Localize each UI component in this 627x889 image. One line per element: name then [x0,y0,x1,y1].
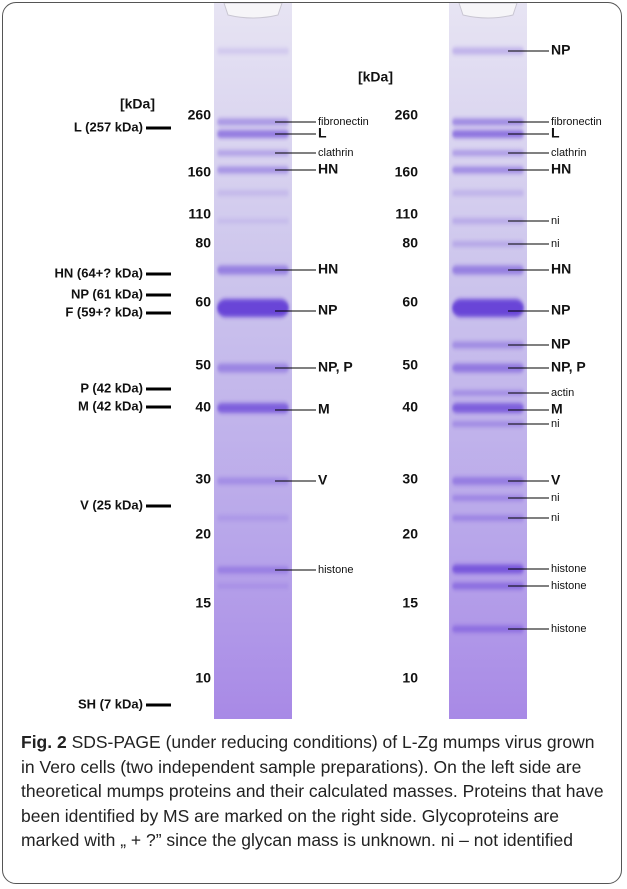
marker-label: 30 [195,471,211,487]
protein-label: SH (7 kDa) [78,696,143,711]
annotation-label: HN [551,261,571,277]
caption-label: Fig. 2 [21,732,67,752]
marker-label: 260 [188,107,212,123]
annotation-label: ni [551,492,560,504]
marker-label: 10 [402,670,418,686]
annotation-label: clathrin [318,147,353,159]
gel-band [217,403,289,413]
protein-label: HN (64+? kDa) [55,265,144,280]
annotation-label: M [551,401,563,417]
marker-label: 10 [195,670,211,686]
annotation-label: NP, P [318,359,353,375]
annotation-label: NP [551,302,570,318]
gel-lane [449,3,527,719]
marker-label: 60 [402,294,418,310]
gel-band [452,403,524,413]
marker-label: 20 [402,526,418,542]
marker-label: 40 [402,399,418,415]
protein-label: NP (61 kDa) [71,286,143,301]
gel-figure: [kDa] [kDa] 260 260 160 160 110 110 80 80 60 60 50… [3,3,622,723]
marker-label: 40 [195,399,211,415]
gel-band [217,190,289,196]
gel-band [217,219,289,224]
annotation-label: NP [318,302,337,318]
marker-label: 20 [195,526,211,542]
annotation-label: ni [551,238,560,250]
gel-band [452,190,524,196]
annotation-label: NP [551,42,570,58]
annotation-label: HN [318,261,338,277]
marker-label: 110 [188,206,211,222]
marker-label: 60 [195,294,211,310]
figure-frame: [kDa] [kDa] 260 260 160 160 110 110 80 80 60 60 50… [2,2,622,884]
caption-text: SDS-PAGE (under reducing conditions) of … [21,732,604,850]
marker-label: 110 [395,206,418,222]
marker-label: 30 [402,471,418,487]
protein-label: P (42 kDa) [80,380,143,395]
annotation-label: V [318,472,328,488]
marker-label: 15 [402,595,418,611]
caption: Fig. 2 SDS-PAGE (under reducing conditio… [21,730,611,853]
marker-label: 160 [395,164,419,180]
gel-well [459,3,517,18]
marker-label: 80 [195,235,211,251]
annotation-label: NP [551,336,570,352]
annotation-label: ni [551,418,560,430]
annotation-label: ni [551,215,560,227]
annotation-label: L [551,125,560,141]
annotation-label: HN [318,161,338,177]
annotation-label: histone [551,563,586,575]
annotation-label: V [551,472,561,488]
marker-label: 50 [402,357,418,373]
annotation-label: histone [551,580,586,592]
protein-label: L (257 kDa) [74,119,143,134]
gel-band [217,299,289,317]
gel-band [452,299,524,317]
annotation-label: M [318,401,330,417]
annotation-label: histone [318,564,353,576]
protein-label: M (42 kDa) [78,398,143,413]
marker-label: 160 [188,164,212,180]
marker-label: 260 [395,107,419,123]
annotation-label: histone [551,623,586,635]
gel-well [224,3,282,18]
gel-band [217,584,289,589]
marker-label: 50 [195,357,211,373]
gel-lane [214,3,292,719]
annotation-label: L [318,125,327,141]
annotation-label: clathrin [551,147,586,159]
marker-label: 80 [402,235,418,251]
gel-band [217,48,289,54]
gel-band [217,515,289,521]
unit-label: [kDa] [358,69,393,85]
marker-label: 15 [195,595,211,611]
unit-label: [kDa] [120,96,155,112]
annotation-label: actin [551,387,574,399]
annotation-label: HN [551,161,571,177]
protein-label: F (59+? kDa) [65,304,143,319]
annotation-label: NP, P [551,359,586,375]
annotation-label: ni [551,512,560,524]
protein-label: V (25 kDa) [80,497,143,512]
